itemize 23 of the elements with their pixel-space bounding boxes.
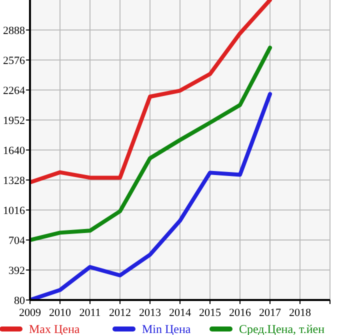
- x-tick-label: 2010: [49, 307, 72, 319]
- y-tick-label: 1952: [3, 114, 25, 127]
- x-tick-label: 2017: [259, 307, 282, 319]
- line-series: [30, 46, 272, 242]
- line-series: [30, 92, 272, 300]
- x-tick-label: 2013: [139, 307, 162, 319]
- y-tick-label: 1328: [3, 174, 26, 187]
- y-tick-label: 2576: [3, 54, 26, 67]
- y-tick-label: 80: [14, 294, 26, 307]
- y-tick-label: 1640: [3, 144, 26, 157]
- y-tick-label: 2264: [3, 84, 26, 97]
- x-tick-label: 2014: [169, 307, 192, 319]
- x-tick-label: 2016: [229, 307, 252, 319]
- y-tick-label: 1016: [3, 204, 26, 217]
- y-tick-label: 704: [8, 234, 26, 247]
- x-tick-label: 2012: [109, 307, 131, 319]
- x-tick-label: 2015: [199, 307, 222, 319]
- x-tick-label: 2018: [289, 307, 312, 319]
- y-tick-label: 2888: [3, 24, 26, 37]
- x-tick-label: 2011: [79, 307, 101, 319]
- y-tick-label: 392: [8, 264, 25, 277]
- x-tick-label: 2009: [19, 307, 42, 319]
- line-series: [30, 0, 272, 184]
